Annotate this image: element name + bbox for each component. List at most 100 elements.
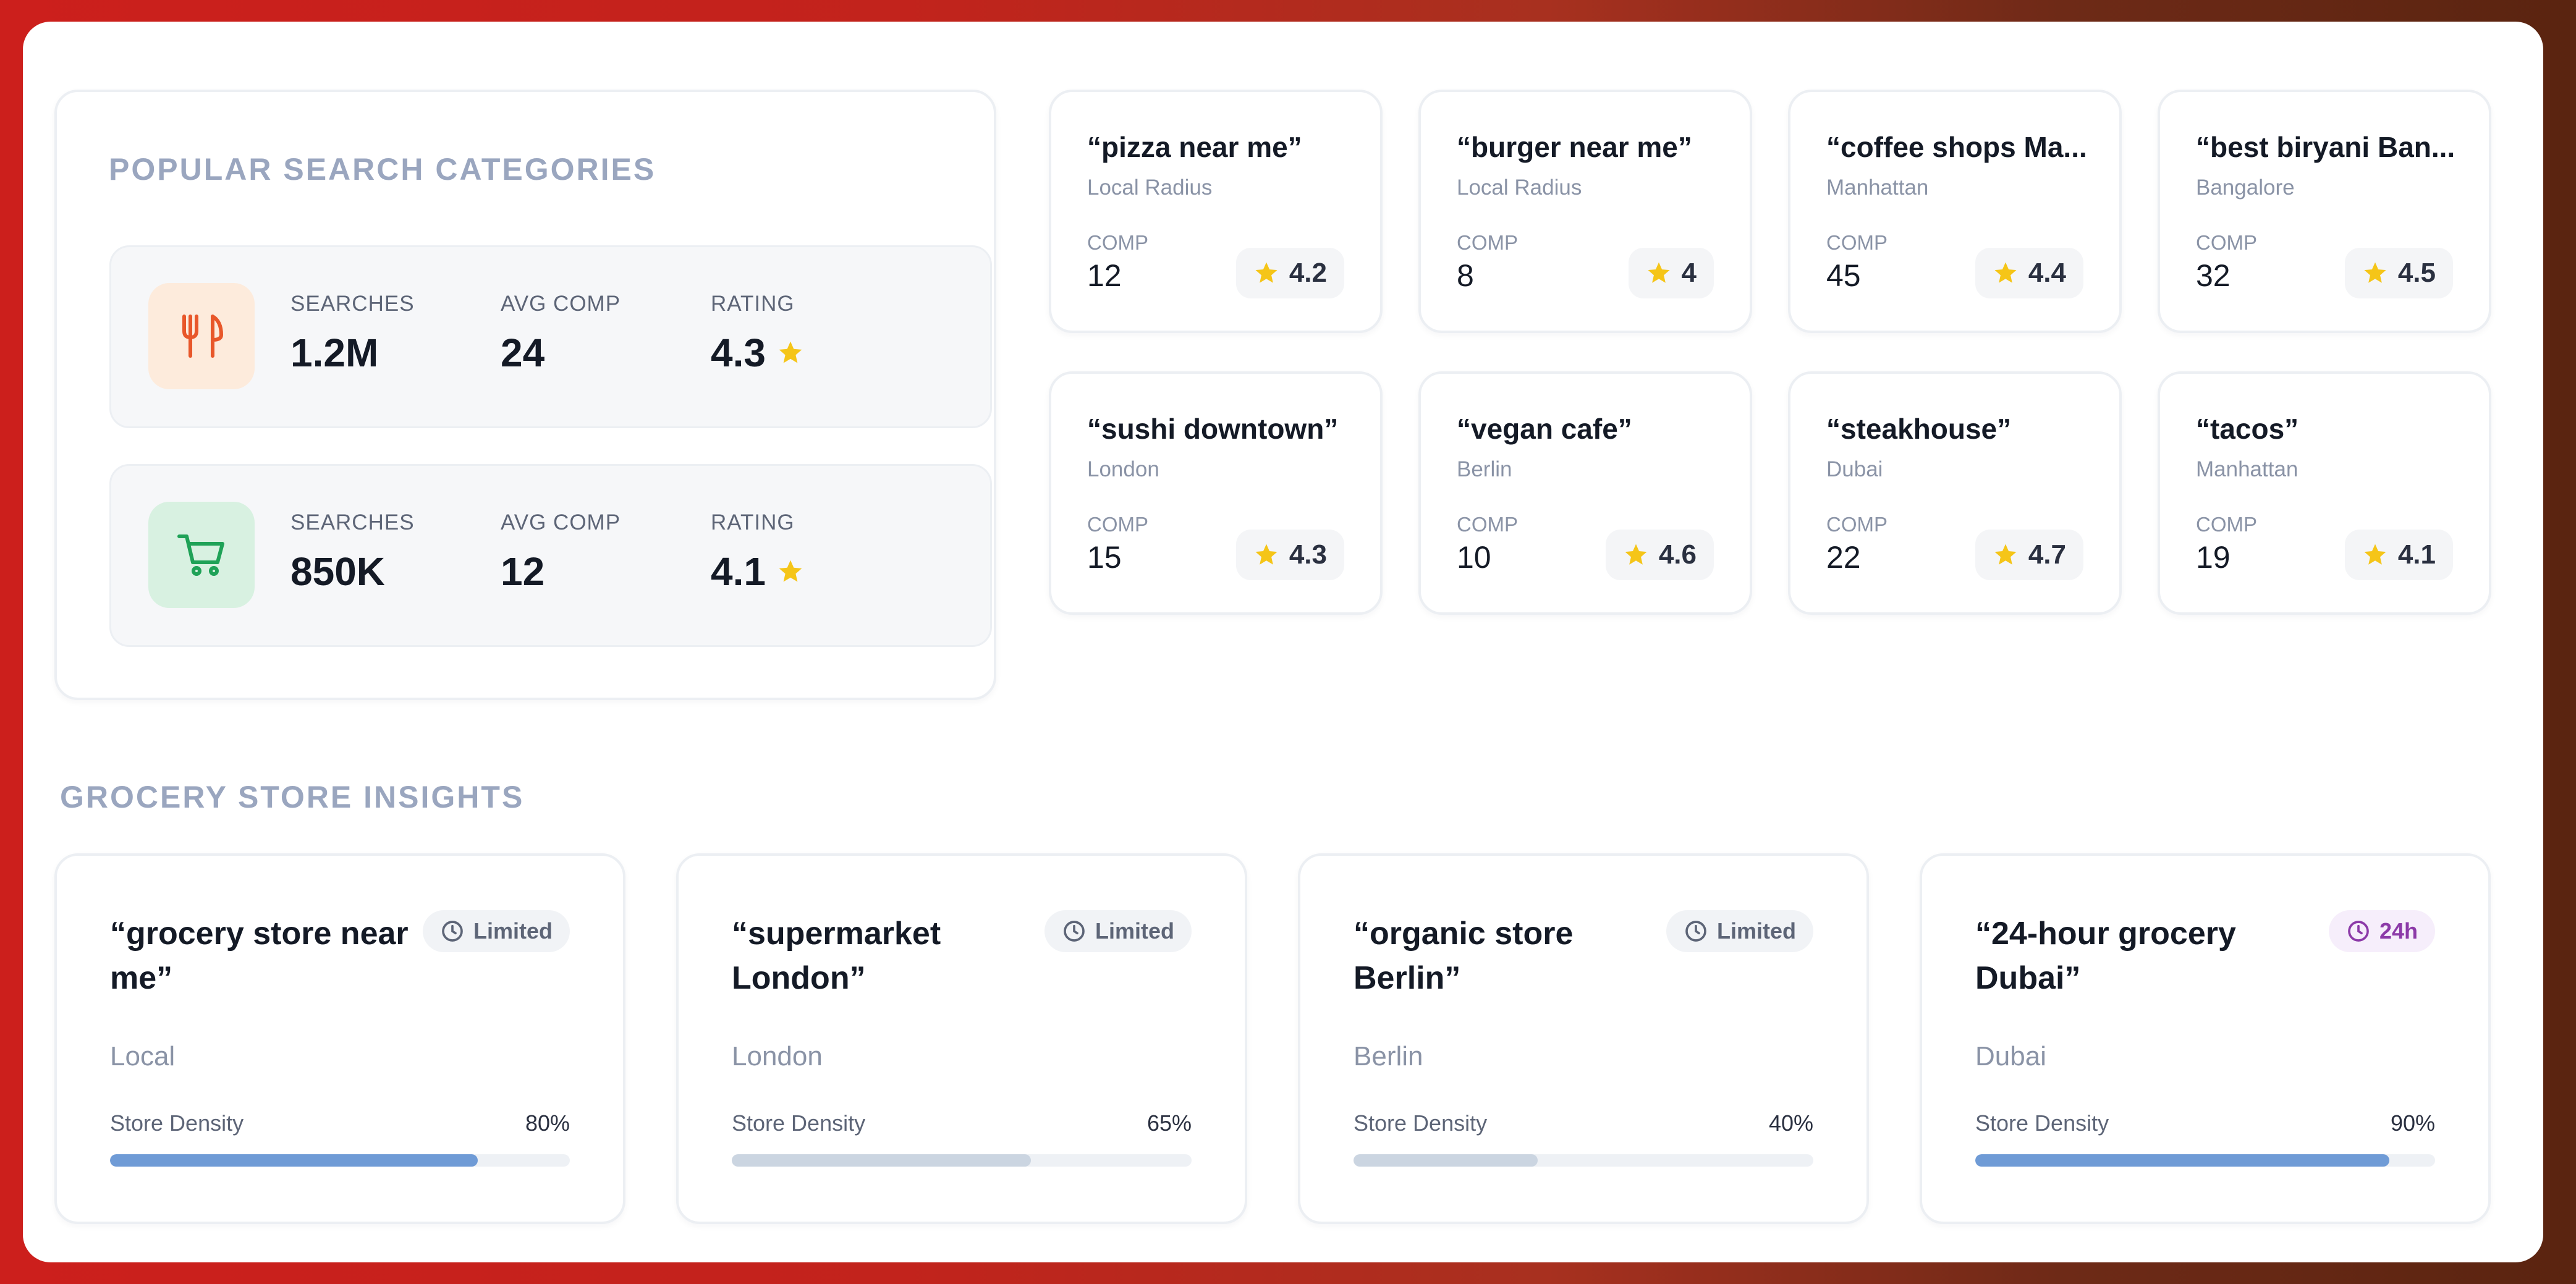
rating-value: 4.3 xyxy=(711,331,766,375)
rating-value: 4.6 xyxy=(1658,539,1697,570)
rating-value: 4 xyxy=(1681,258,1697,288)
search-term-card[interactable]: “tacos” Manhattan COMP 19 4.1 xyxy=(2158,371,2491,615)
grocery-insight-card[interactable]: “supermarket London” Limited London Store D… xyxy=(676,853,1247,1224)
availability-label: Limited xyxy=(1716,918,1796,944)
grocery-insights-title: GROCERY STORE INSIGHTS xyxy=(60,780,525,814)
star-icon xyxy=(1255,262,1277,283)
cart-icon xyxy=(148,502,255,608)
store-density-bar xyxy=(1354,1154,1813,1167)
rating-value: 4.4 xyxy=(2028,258,2066,288)
rating-label: RATING xyxy=(711,292,795,316)
search-term-location: Bangalore xyxy=(2196,175,2295,200)
store-density-label: Store Density xyxy=(1354,1110,1488,1136)
rating-pill: 4.6 xyxy=(1605,530,1714,580)
comp-value: 19 xyxy=(2196,540,2231,575)
comp-label: COMP xyxy=(1457,513,1518,536)
store-density-bar xyxy=(110,1154,570,1167)
star-icon xyxy=(1994,262,2017,283)
grocery-location: Dubai xyxy=(1975,1041,2046,1071)
star-icon xyxy=(2364,544,2386,565)
search-term-location: Manhattan xyxy=(2196,457,2298,481)
grocery-query-title: “24-hour grocery Dubai” xyxy=(1975,916,2236,996)
store-density-fill xyxy=(1975,1154,2389,1167)
search-term-card[interactable]: “sushi downtown” London COMP 15 4.3 xyxy=(1049,371,1383,615)
popular-categories-title: POPULAR SEARCH CATEGORIES xyxy=(109,152,656,187)
store-density-fill xyxy=(110,1154,478,1167)
star-icon xyxy=(1625,544,1647,565)
grocery-query-title: “organic store Berlin” xyxy=(1354,916,1574,996)
searches-label: SEARCHES xyxy=(290,292,415,316)
rating-value: 4.7 xyxy=(2028,539,2066,570)
search-term-card[interactable]: “steakhouse” Dubai COMP 22 4.7 xyxy=(1788,371,2122,615)
star-icon xyxy=(779,560,802,582)
grocery-insight-card[interactable]: “grocery store near me” Limited Local Store… xyxy=(54,853,625,1224)
search-term-card[interactable]: “coffee shops Ma... Manhattan COMP 45 4.4 xyxy=(1788,90,2122,333)
comp-label: COMP xyxy=(1457,231,1518,254)
availability-label: Limited xyxy=(473,918,553,944)
avg-comp-label: AVG COMP xyxy=(501,510,621,534)
rating-label: RATING xyxy=(711,510,795,534)
search-term-card[interactable]: “burger near me” Local Radius COMP 8 4 xyxy=(1418,90,1752,333)
rating-value: 4.3 xyxy=(1289,539,1327,570)
search-term-title: “coffee shops Ma... xyxy=(1826,131,2087,163)
search-term-title: “steakhouse” xyxy=(1826,413,2012,445)
search-term-location: Dubai xyxy=(1826,457,1883,481)
availability-badge: 24h xyxy=(2328,910,2435,952)
searches-value: 1.2M xyxy=(290,331,379,375)
grocery-insight-card[interactable]: “organic store Berlin” Limited Berlin Store… xyxy=(1298,853,1869,1224)
star-icon xyxy=(1255,544,1277,565)
rating-pill: 4.4 xyxy=(1975,248,2083,298)
availability-badge: Limited xyxy=(1666,910,1813,952)
store-density-percent: 90% xyxy=(2390,1110,2435,1136)
store-density-percent: 40% xyxy=(1768,1110,1813,1136)
rating-value: 4.1 xyxy=(711,549,766,594)
searches-stat: SEARCHES 1.2M xyxy=(290,292,415,376)
search-term-location: Berlin xyxy=(1457,457,1512,481)
category-row-grocery[interactable]: SEARCHES 850K AVG COMP 12 RATING 4.1 xyxy=(109,464,992,647)
rating-value-wrap: 4.1 xyxy=(711,549,804,594)
clock-icon xyxy=(1685,921,1706,942)
search-term-card[interactable]: “vegan cafe” Berlin COMP 10 4.6 xyxy=(1418,371,1752,615)
availability-badge: Limited xyxy=(422,910,570,952)
searches-stat: SEARCHES 850K xyxy=(290,510,415,594)
rating-pill: 4 xyxy=(1628,248,1714,298)
comp-value: 8 xyxy=(1457,258,1474,293)
category-row-dining[interactable]: SEARCHES 1.2M AVG COMP 24 RATING 4.3 xyxy=(109,245,992,428)
rating-pill: 4.1 xyxy=(2344,530,2453,580)
star-icon xyxy=(1648,262,1670,283)
grocery-location: London xyxy=(732,1041,823,1071)
clock-icon xyxy=(1064,921,1085,942)
grocery-insight-card[interactable]: “24-hour grocery Dubai” 24h Dubai Store Den… xyxy=(1920,853,2491,1224)
rating-value: 4.5 xyxy=(2397,258,2436,288)
rating-value: 4.2 xyxy=(1289,258,1327,288)
avg-comp-value: 24 xyxy=(501,331,545,375)
availability-label: Limited xyxy=(1095,918,1174,944)
grocery-query-title: “grocery store near me” xyxy=(110,916,409,996)
store-density-fill xyxy=(1354,1154,1538,1167)
comp-label: COMP xyxy=(1087,231,1148,254)
rating-value: 4.1 xyxy=(2397,539,2436,570)
store-density-percent: 65% xyxy=(1146,1110,1192,1136)
clock-icon xyxy=(442,921,463,942)
search-term-title: “pizza near me” xyxy=(1087,131,1302,163)
comp-label: COMP xyxy=(2196,513,2257,536)
search-term-location: Manhattan xyxy=(1826,175,1929,200)
search-term-location: London xyxy=(1087,457,1159,481)
avg-comp-stat: AVG COMP 12 xyxy=(501,510,621,594)
utensils-icon xyxy=(148,283,255,389)
rating-pill: 4.7 xyxy=(1975,530,2083,580)
rating-value-wrap: 4.3 xyxy=(711,330,804,376)
rating-pill: 4.2 xyxy=(1235,248,1344,298)
rating-pill: 4.5 xyxy=(2344,248,2453,298)
store-density-bar xyxy=(1975,1154,2435,1167)
search-term-card[interactable]: “pizza near me” Local Radius COMP 12 4.2 xyxy=(1049,90,1383,333)
star-icon xyxy=(2364,262,2386,283)
search-term-card[interactable]: “best biryani Ban... Bangalore COMP 32 4.5 xyxy=(2158,90,2491,333)
comp-label: COMP xyxy=(2196,231,2257,254)
grocery-query-title: “supermarket London” xyxy=(732,916,941,996)
search-term-title: “sushi downtown” xyxy=(1087,413,1339,445)
search-term-location: Local Radius xyxy=(1457,175,1582,200)
store-density-fill xyxy=(732,1154,1031,1167)
store-density-bar xyxy=(732,1154,1192,1167)
clock-icon xyxy=(2348,921,2369,942)
